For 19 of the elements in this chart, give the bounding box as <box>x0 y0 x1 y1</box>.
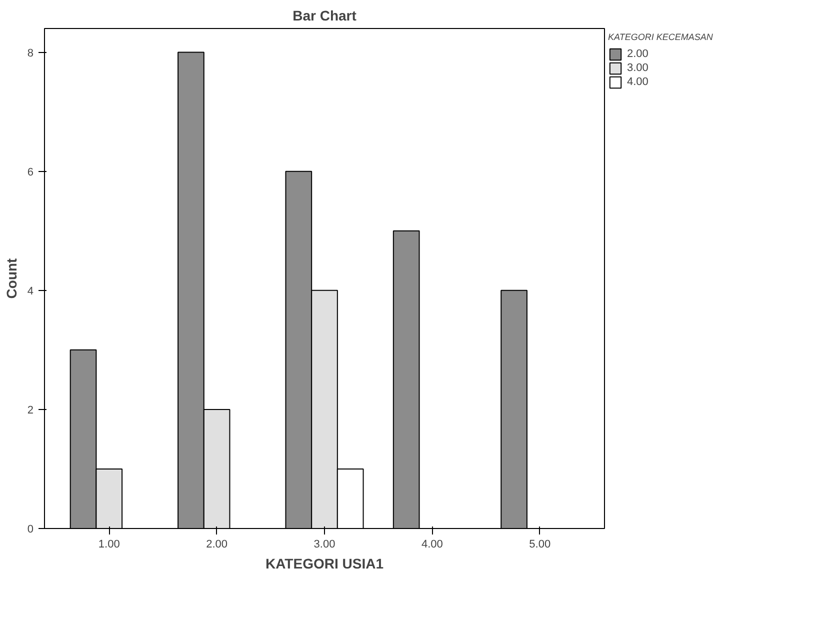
legend-label: 2.00 <box>627 48 648 60</box>
x-axis-title: KATEGORI USIA1 <box>266 556 384 572</box>
x-tick-label: 3.00 <box>314 538 336 550</box>
x-tick-label: 1.00 <box>98 538 120 550</box>
x-tick-label: 4.00 <box>421 538 443 550</box>
bar <box>500 290 528 528</box>
legend-label: 4.00 <box>627 76 648 88</box>
y-tick-label: 6 <box>27 166 34 178</box>
legend-label: 3.00 <box>627 62 648 74</box>
y-tick-label: 2 <box>27 404 34 416</box>
x-tick-label: 2.00 <box>206 538 228 550</box>
y-axis-title: Count <box>3 258 20 299</box>
y-tick-label: 4 <box>27 285 34 298</box>
bar <box>392 230 420 528</box>
chart-title: Bar Chart <box>292 8 357 24</box>
y-tick-label: 0 <box>27 524 34 536</box>
y-tick-label: 8 <box>27 47 34 60</box>
x-tick-label: 5.00 <box>529 538 551 550</box>
legend-title: KATEGORI KECEMASAN <box>608 32 713 42</box>
